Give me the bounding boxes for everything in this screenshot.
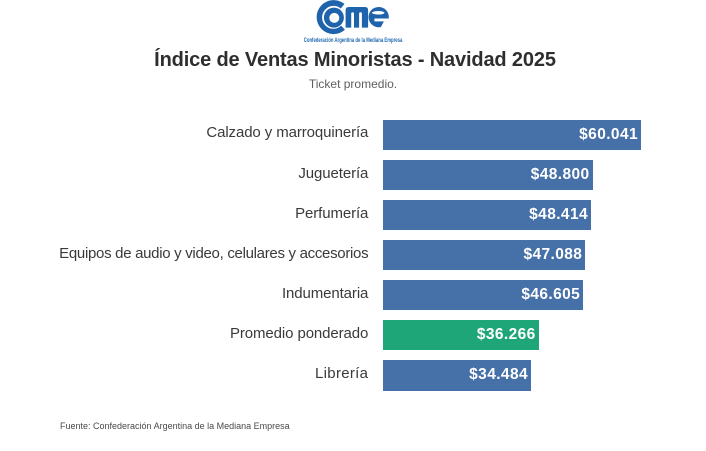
- svg-text:Confederación Argentina de la: Confederación Argentina de la Mediana Em…: [304, 38, 403, 44]
